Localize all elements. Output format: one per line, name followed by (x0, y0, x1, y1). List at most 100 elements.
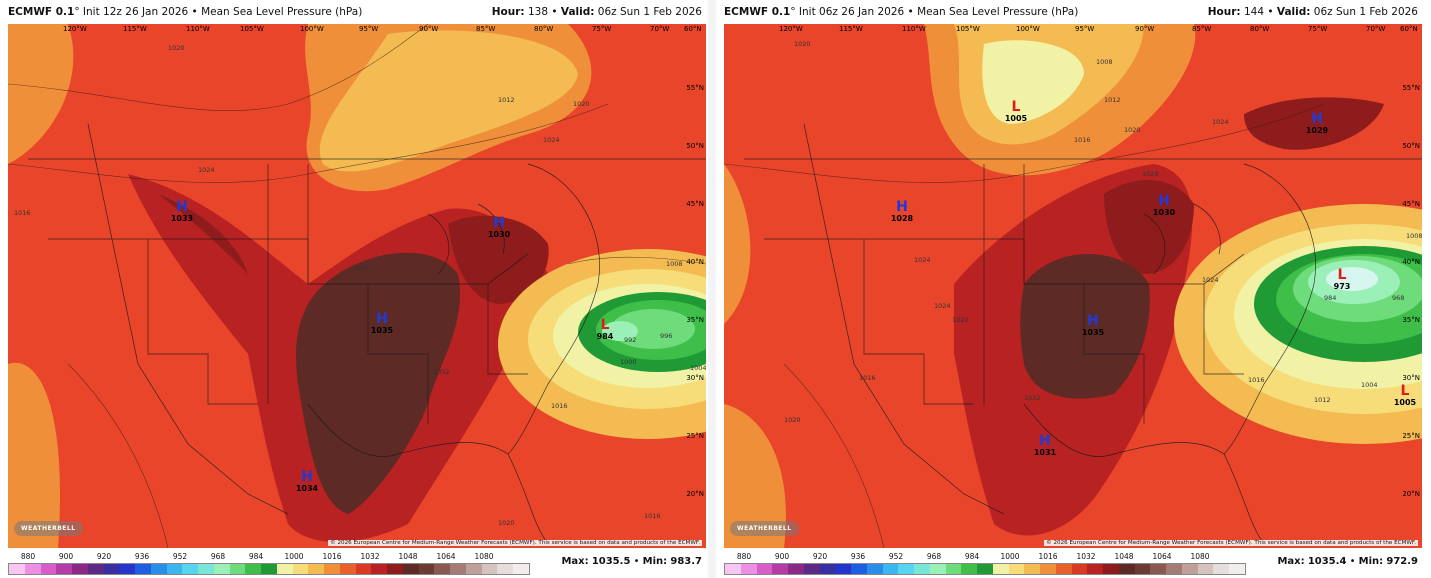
pressure-map[interactable]: 120°W 115°W 110°W 105°W 100°W 95°W 90°W … (8, 24, 706, 548)
pressure-value: 1030 (1152, 208, 1176, 217)
low-pressure-marker: L 1005 (999, 100, 1033, 123)
pressure-type: H (301, 469, 313, 485)
isobar-label: 1016 (551, 402, 568, 410)
lon-label: 75°W (1308, 25, 1328, 33)
lon-label: 60°N (684, 25, 702, 33)
pressure-map[interactable]: 120°W 115°W 110°W 105°W 100°W 95°W 90°W … (724, 24, 1422, 548)
colorbar-tick: 968 (926, 552, 942, 561)
lon-label: 110°W (902, 25, 926, 33)
lat-label: 30°N (686, 374, 704, 382)
colorbar-tick: 1016 (322, 552, 342, 561)
high-pressure-marker: H 1035 (365, 312, 399, 335)
colorbar-swatch (1166, 564, 1182, 574)
colorbar-swatch (198, 564, 214, 574)
high-pressure-marker: H 1034 (290, 470, 324, 493)
isobar-label: 1020 (1124, 126, 1141, 134)
isobar-label: 1008 (1096, 58, 1113, 66)
colorbar-swatch (450, 564, 466, 574)
colorbar-swatch (1040, 564, 1056, 574)
map-fill (8, 24, 706, 548)
pressure-type: L (1400, 383, 1410, 399)
colorbar-swatch (119, 564, 135, 574)
right-panel: ECMWF 0.1° Init 06z 26 Jan 2026 • Mean S… (716, 0, 1424, 578)
colorbar-swatch (40, 564, 57, 574)
colorbar-tick: 1080 (1190, 552, 1210, 561)
pressure-value: 1035 (1081, 328, 1105, 337)
panel-header: ECMWF 0.1° Init 12z 26 Jan 2026 • Mean S… (8, 6, 702, 18)
isobar-label: 1028 (1142, 170, 1159, 178)
colorbar-swatch (182, 564, 198, 574)
colorbar-swatch (1008, 564, 1025, 574)
isobar-label: 1028 (353, 264, 370, 272)
colorbar-swatch (1055, 564, 1072, 574)
colorbar-swatch (229, 564, 246, 574)
colorbar-tick: 968 (210, 552, 226, 561)
lon-label: 115°W (123, 25, 147, 33)
colorbar-swatch (914, 564, 930, 574)
pressure-value: 1030 (487, 230, 511, 239)
colorbar-swatch (725, 564, 741, 574)
colorbar-swatch (513, 564, 529, 574)
panel-divider (708, 0, 716, 578)
weatherbell-logo: WEATHERBELL (730, 521, 799, 536)
init-text: ° Init 06z 26 Jan 2026 • Mean Sea Level … (790, 6, 1079, 18)
high-pressure-marker: H 1030 (482, 216, 516, 239)
lat-label: 55°N (1402, 84, 1420, 92)
pressure-value: 1028 (890, 214, 914, 223)
colorbar-swatch (1229, 564, 1245, 574)
colorbar-swatch (1071, 564, 1088, 574)
isobar-label: 1000 (620, 358, 637, 366)
colorbar-swatch (135, 564, 151, 574)
colorbar-tick: 880 (736, 552, 752, 561)
colorbar-swatch (339, 564, 356, 574)
lon-label: 85°W (1192, 25, 1212, 33)
colorbar-swatch (803, 564, 820, 574)
colorbar-swatch (1197, 564, 1214, 574)
colorbar-tick: 920 (812, 552, 828, 561)
min-label: Min: (1358, 556, 1384, 567)
pressure-type: L (1337, 267, 1347, 283)
colorbar-legend: 880 900 920 936 952 968 984 1000 1016 10… (0, 548, 708, 578)
isobar-label: 1012 (1104, 96, 1121, 104)
lat-label: 45°N (686, 200, 704, 208)
lon-label: 90°W (1135, 25, 1155, 33)
low-pressure-marker: L 984 (588, 318, 622, 341)
pressure-value: 1031 (1033, 448, 1057, 457)
isobar-label: 1032 (433, 368, 450, 376)
high-pressure-marker: H 1033 (165, 200, 199, 223)
lon-label: 110°W (186, 25, 210, 33)
lon-label: 115°W (839, 25, 863, 33)
pressure-type: L (1011, 99, 1021, 115)
isobar-label: 1016 (644, 512, 661, 520)
isobar-label: 1024 (1212, 118, 1229, 126)
model-name: ECMWF 0.1 (724, 6, 791, 18)
isobar-label: 1020 (498, 519, 515, 527)
pressure-value: 984 (596, 332, 614, 341)
isobar-label: 1016 (14, 209, 31, 217)
lat-label: 40°N (686, 258, 704, 266)
colorbar-tick: 1048 (398, 552, 418, 561)
colorbar-swatch (819, 564, 836, 574)
pressure-type: H (376, 311, 388, 327)
lon-label: 120°W (779, 25, 803, 33)
colorbar-tick: 952 (172, 552, 188, 561)
lat-label: 50°N (686, 142, 704, 150)
high-pressure-marker: H 1031 (1028, 434, 1062, 457)
colorbar-swatch (945, 564, 962, 574)
colorbar-tick: 984 (248, 552, 264, 561)
weatherbell-logo: WEATHERBELL (14, 521, 83, 536)
colorbar-swatch (497, 564, 513, 574)
colorbar-swatch (72, 564, 88, 574)
min-label: Min: (642, 556, 668, 567)
pressure-value: 1005 (1393, 398, 1417, 407)
isobar-label: 968 (1392, 294, 1405, 302)
hour-label: Hour: (1207, 6, 1241, 18)
colorbar-tick: 952 (888, 552, 904, 561)
hour-value: 144 (1243, 6, 1265, 18)
colorbar-ticks: 880 900 920 936 952 968 984 1000 1016 10… (8, 552, 528, 561)
isobar-label: 1008 (666, 260, 683, 268)
lat-label: 45°N (1402, 200, 1420, 208)
pressure-type: H (1039, 433, 1051, 449)
colorbar-swatch (835, 564, 851, 574)
pressure-value: 1034 (295, 484, 319, 493)
